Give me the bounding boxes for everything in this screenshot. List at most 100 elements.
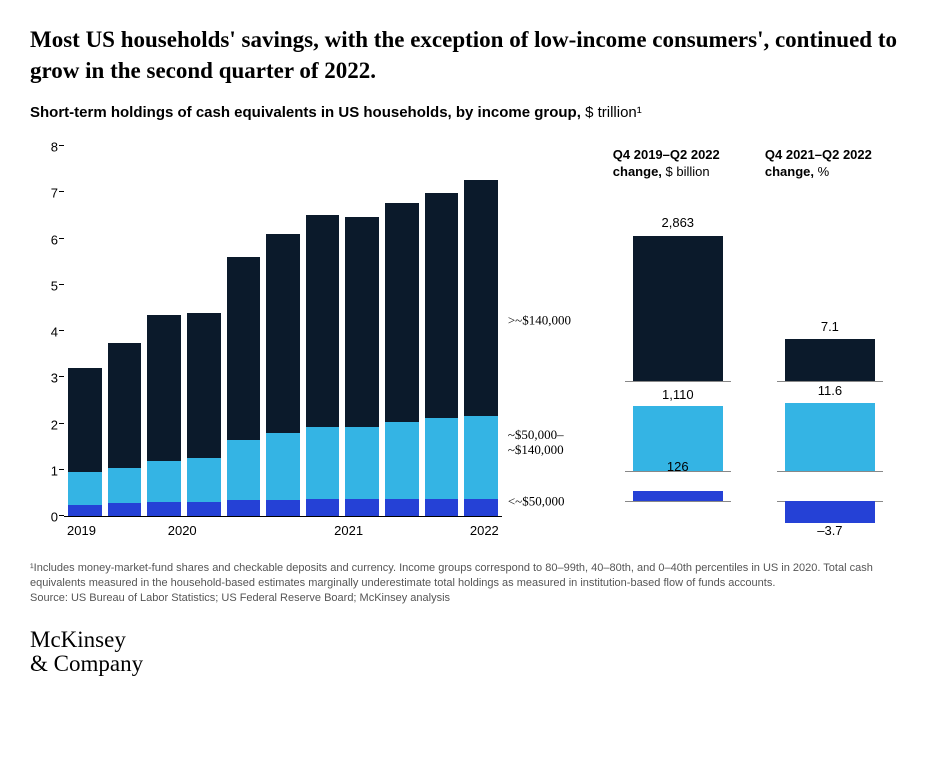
bar-segment-mid	[187, 458, 221, 502]
y-tick-label: 7	[30, 186, 58, 201]
subtitle-bold: Short-term holdings of cash equivalents …	[30, 104, 581, 121]
stacked-bar	[464, 180, 498, 516]
y-tick-label: 2	[30, 417, 58, 432]
mckinsey-logo: McKinsey & Company	[30, 628, 897, 676]
bar-segment-low	[464, 499, 498, 516]
stacked-bar	[345, 217, 379, 516]
chart-subtitle: Short-term holdings of cash equivalents …	[30, 104, 897, 121]
side-baseline	[625, 381, 731, 382]
bar-segment-mid	[425, 418, 459, 499]
side-value-label: –3.7	[785, 523, 875, 538]
y-tick-mark	[59, 423, 64, 424]
bar-segment-low	[187, 502, 221, 516]
side-baseline	[777, 381, 883, 382]
footnote-definition: ¹Includes money-market-fund shares and c…	[30, 561, 897, 591]
plot-area	[64, 147, 502, 517]
side-chart-header: Q4 2021–Q2 2022 change, %	[765, 147, 897, 197]
stacked-bar	[385, 203, 419, 517]
series-label-high: >~$140,000	[508, 314, 571, 329]
side-chart-percent-change: Q4 2021–Q2 2022 change, % 7.111.6–3.7	[765, 147, 897, 521]
stacked-bar	[187, 313, 221, 517]
x-axis: 2019 2020 2021 2022	[64, 517, 502, 547]
y-tick-label: 5	[30, 278, 58, 293]
y-tick-mark	[59, 145, 64, 146]
side-bar-low	[785, 501, 875, 523]
bar-segment-mid	[345, 427, 379, 499]
series-labels: >~$140,000 ~$50,000–~$140,000 <~$50,000	[508, 147, 593, 547]
y-tick-mark	[59, 376, 64, 377]
bar-segment-low	[345, 499, 379, 516]
bar-segment-low	[425, 499, 459, 517]
bars-container	[64, 147, 502, 516]
bar-segment-low	[227, 500, 261, 516]
y-tick-mark	[59, 191, 64, 192]
bar-segment-low	[147, 502, 181, 516]
side-baseline	[625, 501, 731, 502]
side-chart-dollar-change: Q4 2019–Q2 2022 change, $ billion 2,8631…	[613, 147, 745, 521]
stacked-bar	[68, 368, 102, 516]
side-value-label: 1,110	[633, 387, 723, 402]
bar-segment-high	[425, 193, 459, 417]
y-tick-label: 1	[30, 463, 58, 478]
y-tick-label: 0	[30, 510, 58, 525]
bar-segment-high	[227, 257, 261, 440]
bar-segment-mid	[227, 440, 261, 500]
main-stacked-bar-chart: 012345678 2019202020212022	[30, 147, 502, 547]
y-tick-label: 6	[30, 232, 58, 247]
footnote-source: Source: US Bureau of Labor Statistics; U…	[30, 591, 897, 606]
series-label-low: <~$50,000	[508, 495, 565, 510]
charts-row: 012345678 2019202020212022 >~$140,000~$5…	[30, 147, 897, 547]
subtitle-unit: $ trillion¹	[581, 104, 642, 121]
x-axis-label: 2020	[168, 523, 197, 538]
bar-segment-mid	[385, 422, 419, 498]
bar-segment-mid	[306, 427, 340, 499]
bar-segment-high	[147, 315, 181, 461]
series-label-mid: ~$50,000–~$140,000	[508, 428, 564, 458]
y-tick-mark	[59, 238, 64, 239]
stacked-bar	[306, 215, 340, 517]
bar-segment-high	[385, 203, 419, 423]
x-axis-label: 2022	[470, 523, 499, 538]
side-value-label: 126	[633, 459, 723, 474]
logo-line2: & Company	[30, 652, 897, 676]
footnote: ¹Includes money-market-fund shares and c…	[30, 561, 897, 606]
bar-segment-low	[108, 503, 142, 516]
bar-segment-low	[68, 505, 102, 517]
stacked-bar	[108, 343, 142, 516]
bar-segment-high	[108, 343, 142, 468]
y-axis: 012345678	[30, 147, 58, 517]
side-bar-mid	[785, 403, 875, 471]
y-tick-label: 3	[30, 371, 58, 386]
side-header-unit: %	[814, 164, 829, 179]
chart-title: Most US households' savings, with the ex…	[30, 24, 897, 86]
bar-segment-high	[464, 180, 498, 416]
bar-segment-high	[345, 217, 379, 427]
side-bar-high	[633, 236, 723, 381]
y-tick-label: 8	[30, 140, 58, 155]
bar-segment-low	[385, 499, 419, 517]
side-header-unit: $ billion	[662, 164, 710, 179]
bar-segment-mid	[108, 468, 142, 504]
side-bar-low	[633, 491, 723, 501]
bar-segment-low	[266, 500, 300, 516]
side-bar-high	[785, 339, 875, 381]
bar-segment-mid	[68, 472, 102, 504]
bar-segment-low	[306, 499, 340, 516]
side-chart-header: Q4 2019–Q2 2022 change, $ billion	[613, 147, 745, 197]
stacked-bar	[147, 315, 181, 516]
y-tick-mark	[59, 330, 64, 331]
bar-segment-high	[187, 313, 221, 459]
x-axis-label: 2021	[334, 523, 363, 538]
x-axis-label: 2019	[67, 523, 96, 538]
stacked-bar	[227, 257, 261, 516]
stacked-bar	[425, 193, 459, 516]
y-tick-mark	[59, 284, 64, 285]
stacked-bar	[266, 234, 300, 516]
y-tick-label: 4	[30, 325, 58, 340]
bar-segment-high	[266, 234, 300, 433]
bar-segment-high	[68, 368, 102, 472]
logo-line1: McKinsey	[30, 628, 897, 652]
bar-segment-mid	[147, 461, 181, 503]
bar-segment-mid	[266, 433, 300, 500]
y-tick-mark	[59, 515, 64, 516]
